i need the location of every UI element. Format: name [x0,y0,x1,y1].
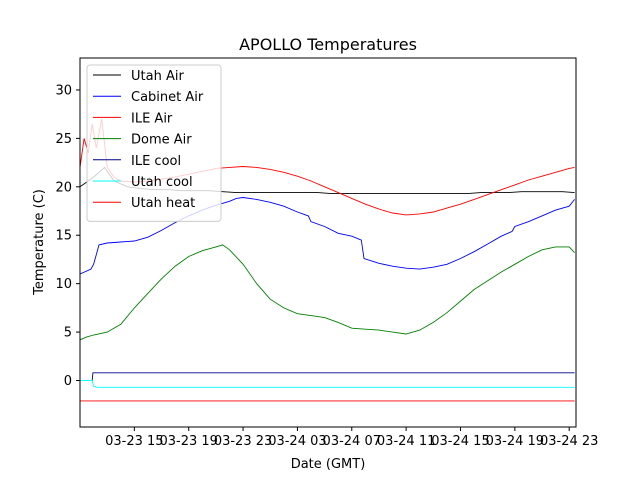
plot-frame [79,57,577,428]
x-tick-label: 03-24 11 [377,434,435,449]
legend: Utah Air Cabinet Air ILE Air Dome Air ILE co… [86,64,222,222]
legend-label-utah-cool: Utah cool [131,175,193,190]
x-tick-label: 03-23 19 [159,434,217,449]
series-line-ile-cool [80,372,575,381]
x-tick-label: 03-24 19 [486,434,544,449]
y-tick-label: 25 [55,132,72,147]
legend-label-ile-air: ILE Air [131,111,173,126]
y-tick-label: 30 [55,83,72,98]
x-tick-label: 03-23 15 [105,434,163,449]
x-tick-label: 03-24 15 [431,434,489,449]
y-tick-label: 10 [55,277,72,292]
y-axis-label: Temperature (C) [32,189,47,296]
series-line-utah-cool [80,380,575,388]
y-axis: 0 5 10 15 20 25 30 [55,83,80,389]
y-tick-label: 5 [64,326,72,341]
x-axis-label: Date (GMT) [291,457,366,472]
y-tick-label: 15 [55,229,72,244]
chart-title: APOLLO Temperatures [239,35,417,54]
legend-label-utah-heat: Utah heat [131,196,195,211]
series-line-cabinet-air [80,197,575,275]
x-tick-label: 03-23 23 [214,434,272,449]
x-tick-label: 03-24 07 [323,434,381,449]
y-tick-label: 0 [64,374,72,389]
legend-label-ile-cool: ILE cool [131,154,181,169]
x-tick-label: 03-24 03 [268,434,326,449]
legend-label-utah-air: Utah Air [131,69,184,84]
legend-label-dome-air: Dome Air [131,133,192,148]
x-tick-label: 03-24 23 [540,434,598,449]
series-line-dome-air [80,244,575,341]
legend-box [86,64,222,222]
y-tick-label: 20 [55,180,72,195]
legend-label-cabinet-air: Cabinet Air [131,90,204,105]
